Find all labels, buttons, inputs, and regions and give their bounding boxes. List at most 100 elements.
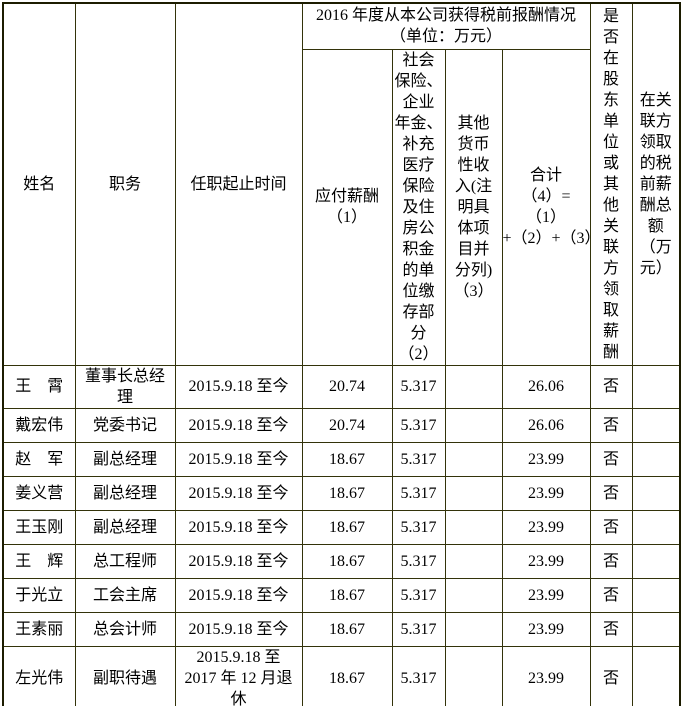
- other-income-cell: [444, 407, 503, 443]
- social-cell: 5.317: [391, 509, 446, 545]
- social-cell: 5.317: [391, 407, 446, 443]
- header-name: 姓名: [2, 2, 76, 366]
- related-amount-cell: [631, 577, 681, 613]
- term-cell: 2015.9.18 至今: [174, 543, 303, 579]
- position-cell: 董事长总经 理: [74, 364, 176, 409]
- term-cell: 2015.9.18 至今: [174, 475, 303, 511]
- position-cell: 工会主席: [74, 577, 176, 613]
- payable-cell: 18.67: [301, 611, 393, 647]
- payable-cell: 18.67: [301, 543, 393, 579]
- social-cell: 5.317: [391, 645, 446, 706]
- term-cell: 2015.9.18 至 2017 年 12 月退 休: [174, 645, 303, 706]
- table-row: 王玉刚 副总经理 2015.9.18 至今 18.67 5.317 23.99 …: [2, 509, 681, 545]
- related-cell: 否: [589, 611, 633, 647]
- social-cell: 5.317: [391, 364, 446, 409]
- table-row: 王素丽 总会计师 2015.9.18 至今 18.67 5.317 23.99 …: [2, 611, 681, 647]
- related-amount-cell: [631, 611, 681, 647]
- position-cell: 副总经理: [74, 509, 176, 545]
- related-amount-cell: [631, 364, 681, 409]
- name-cell: 左光伟: [2, 645, 76, 706]
- payable-cell: 20.74: [301, 407, 393, 443]
- header-compensation-group: 2016 年度从本公司获得税前报酬情况 （单位：万元）: [301, 2, 591, 50]
- header-row-top: 姓名 职务 任职起止时间 2016 年度从本公司获得税前报酬情况 （单位：万元）…: [2, 2, 681, 366]
- header-total: 合计 （4）=（1） +（2）+（3）: [501, 48, 591, 366]
- related-cell: 否: [589, 543, 633, 579]
- table-row: 赵 军 副总经理 2015.9.18 至今 18.67 5.317 23.99 …: [2, 441, 681, 477]
- payable-cell: 18.67: [301, 577, 393, 613]
- other-income-cell: [444, 611, 503, 647]
- related-cell: 否: [589, 645, 633, 706]
- name-cell: 王玉刚: [2, 509, 76, 545]
- related-amount-cell: [631, 509, 681, 545]
- term-cell: 2015.9.18 至今: [174, 407, 303, 443]
- position-cell: 总工程师: [74, 543, 176, 579]
- payable-cell: 18.67: [301, 509, 393, 545]
- other-income-cell: [444, 364, 503, 409]
- header-position: 职务: [74, 2, 176, 366]
- table-row: 王 辉 总工程师 2015.9.18 至今 18.67 5.317 23.99 …: [2, 543, 681, 579]
- term-cell: 2015.9.18 至今: [174, 611, 303, 647]
- payable-cell: 18.67: [301, 645, 393, 706]
- name-cell: 王素丽: [2, 611, 76, 647]
- name-cell: 姜义营: [2, 475, 76, 511]
- related-cell: 否: [589, 441, 633, 477]
- total-cell: 23.99: [501, 475, 591, 511]
- term-cell: 2015.9.18 至今: [174, 364, 303, 409]
- term-cell: 2015.9.18 至今: [174, 577, 303, 613]
- payable-cell: 18.67: [301, 475, 393, 511]
- name-cell: 于光立: [2, 577, 76, 613]
- other-income-cell: [444, 543, 503, 579]
- name-cell: 戴宏伟: [2, 407, 76, 443]
- header-related-party-paid: 是 否 在 股 东 单 位 或 其 他 关 联 方 领 取 薪 酬: [589, 2, 633, 366]
- term-cell: 2015.9.18 至今: [174, 509, 303, 545]
- table-row: 于光立 工会主席 2015.9.18 至今 18.67 5.317 23.99 …: [2, 577, 681, 613]
- position-cell: 副总经理: [74, 441, 176, 477]
- related-amount-cell: [631, 475, 681, 511]
- position-cell: 副职待遇: [74, 645, 176, 706]
- social-cell: 5.317: [391, 611, 446, 647]
- total-cell: 26.06: [501, 364, 591, 409]
- social-cell: 5.317: [391, 577, 446, 613]
- total-cell: 23.99: [501, 509, 591, 545]
- position-cell: 党委书记: [74, 407, 176, 443]
- related-cell: 否: [589, 577, 633, 613]
- table-row: 左光伟 副职待遇 2015.9.18 至 2017 年 12 月退 休 18.6…: [2, 645, 681, 706]
- header-payable: 应付薪酬 （1）: [301, 48, 393, 366]
- other-income-cell: [444, 441, 503, 477]
- other-income-cell: [444, 577, 503, 613]
- name-cell: 王 霄: [2, 364, 76, 409]
- related-cell: 否: [589, 364, 633, 409]
- related-amount-cell: [631, 441, 681, 477]
- social-cell: 5.317: [391, 475, 446, 511]
- payable-cell: 18.67: [301, 441, 393, 477]
- related-amount-cell: [631, 407, 681, 443]
- table-row: 姜义营 副总经理 2015.9.18 至今 18.67 5.317 23.99 …: [2, 475, 681, 511]
- header-row-sub: 应付薪酬 （1） 社会 保险、 企业 年金、 补充 医疗 保险 及住 房公 积金…: [3, 48, 680, 366]
- related-cell: 否: [589, 509, 633, 545]
- header-other-income: 其他 货币 性收 入(注 明具 体项 目并 分列) （3）: [444, 48, 503, 366]
- social-cell: 5.317: [391, 441, 446, 477]
- header-social-insurance: 社会 保险、 企业 年金、 补充 医疗 保险 及住 房公 积金 的单 位缴 存部…: [391, 48, 446, 366]
- other-income-cell: [444, 509, 503, 545]
- related-cell: 否: [589, 407, 633, 443]
- related-amount-cell: [631, 543, 681, 579]
- position-cell: 总会计师: [74, 611, 176, 647]
- name-cell: 赵 军: [2, 441, 76, 477]
- other-income-cell: [444, 645, 503, 706]
- social-cell: 5.317: [391, 543, 446, 579]
- term-cell: 2015.9.18 至今: [174, 441, 303, 477]
- total-cell: 23.99: [501, 611, 591, 647]
- total-cell: 23.99: [501, 645, 591, 706]
- other-income-cell: [444, 475, 503, 511]
- header-term: 任职起止时间: [174, 2, 303, 366]
- total-cell: 23.99: [501, 441, 591, 477]
- table-row: 王 霄 董事长总经 理 2015.9.18 至今 20.74 5.317 26.…: [2, 364, 681, 409]
- related-cell: 否: [589, 475, 633, 511]
- related-amount-cell: [631, 645, 681, 706]
- payable-cell: 20.74: [301, 364, 393, 409]
- table-row: 戴宏伟 党委书记 2015.9.18 至今 20.74 5.317 26.06 …: [2, 407, 681, 443]
- total-cell: 23.99: [501, 543, 591, 579]
- name-cell: 王 辉: [2, 543, 76, 579]
